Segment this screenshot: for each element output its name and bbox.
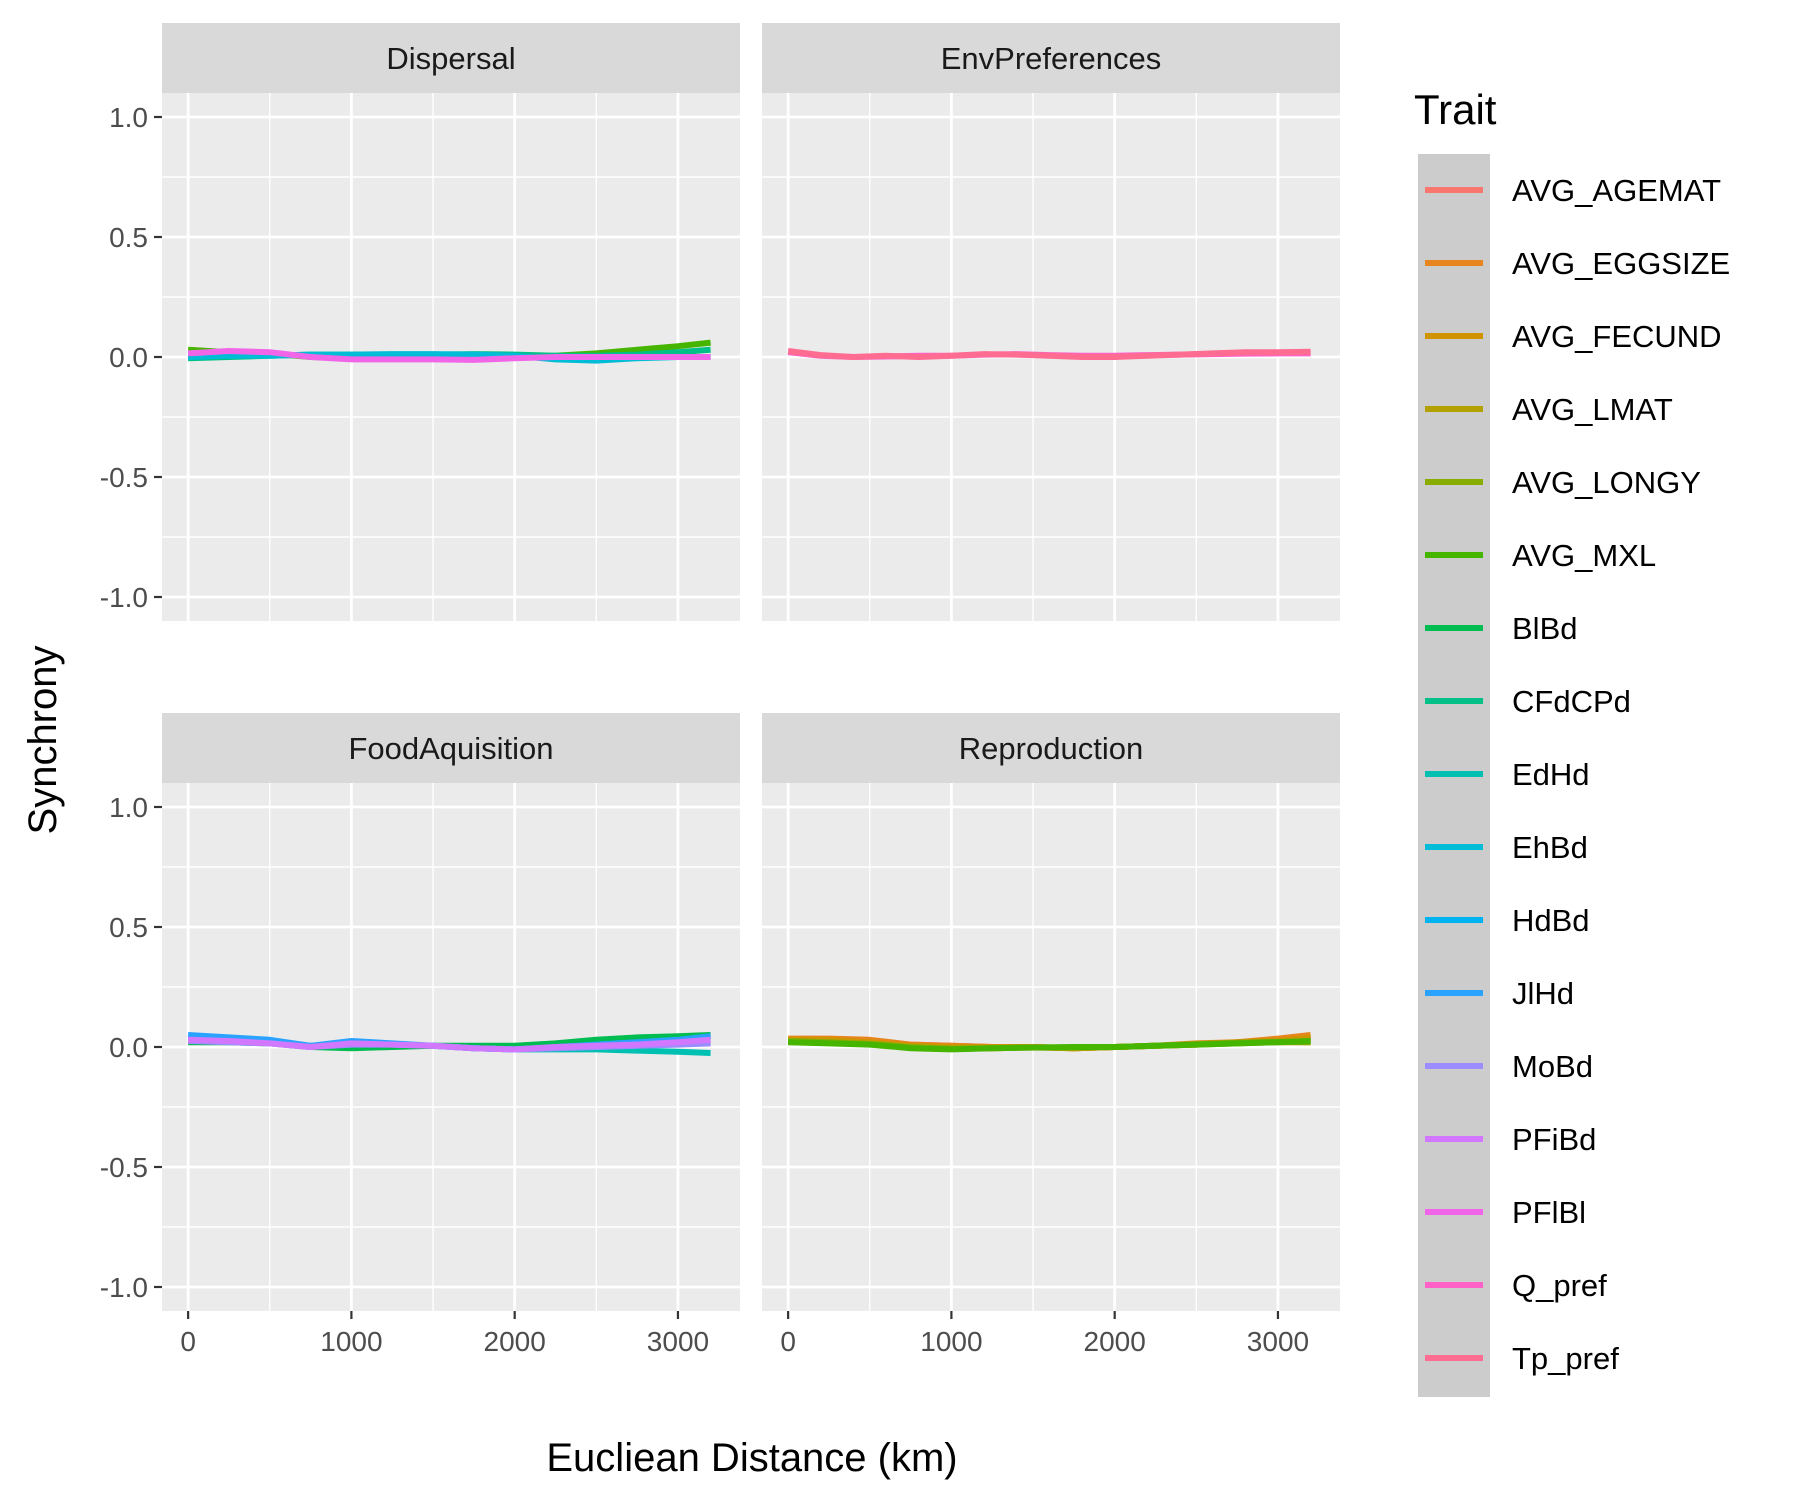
legend-entry-label: AVG_LONGY (1512, 465, 1701, 500)
facet-strip-label: Dispersal (386, 41, 515, 76)
facet-strip (762, 713, 1340, 783)
y-tick-label: 0.5 (109, 912, 148, 943)
panel-envpreferences: EnvPreferences (762, 23, 1340, 621)
x-tick-label: 1000 (320, 1326, 382, 1357)
legend: Trait AVG_AGEMAT AVG_EGGSIZE AVG_FECUND AVG… (1414, 86, 1730, 1397)
legend-entry-label: HdBd (1512, 903, 1590, 938)
x-tick-label: 3000 (1247, 1326, 1309, 1357)
legend-entry-label: AVG_EGGSIZE (1512, 246, 1730, 281)
legend-entry-label: EdHd (1512, 757, 1590, 792)
legend-entry-label: CFdCPd (1512, 684, 1631, 719)
x-tick-label: 0 (180, 1326, 196, 1357)
facet-strip-label: Reproduction (959, 731, 1143, 766)
y-tick-label: -0.5 (100, 462, 148, 493)
x-tick-label: 0 (780, 1326, 796, 1357)
legend-entry-label: PFiBd (1512, 1122, 1596, 1157)
y-tick-label: 1.0 (109, 102, 148, 133)
x-axis-title: Eucliean Distance (km) (546, 1436, 957, 1480)
legend-entry-label: AVG_MXL (1512, 538, 1656, 573)
y-tick-label: -0.5 (100, 1152, 148, 1183)
panels-layer: Dispersal -1.0 -0.5 0.0 0.5 1.0 EnvPreferences… (100, 23, 1340, 1357)
facet-strip-label: EnvPreferences (941, 41, 1162, 76)
panel-dispersal: Dispersal -1.0 -0.5 0.0 0.5 1.0 (100, 23, 740, 621)
y-tick-label: 0.0 (109, 1032, 148, 1063)
legend-entry-label: BlBd (1512, 611, 1577, 646)
x-tick-label: 2000 (484, 1326, 546, 1357)
x-tick-label: 2000 (1084, 1326, 1146, 1357)
legend-entry-label: AVG_FECUND (1512, 319, 1722, 354)
legend-entry-label: AVG_AGEMAT (1512, 173, 1721, 208)
series-line-pflbl (187, 348, 711, 363)
y-tick-label: -1.0 (100, 582, 148, 613)
legend-title: Trait (1414, 86, 1497, 133)
facet-strip-label: FoodAquisition (348, 731, 553, 766)
legend-entry-label: JlHd (1512, 976, 1574, 1011)
y-tick-label: 0.0 (109, 342, 148, 373)
legend-entry-label: Tp_pref (1512, 1341, 1619, 1376)
x-tick-label: 3000 (647, 1326, 709, 1357)
panel-reproduction: Reproduction 0 1000 2000 3000 (762, 713, 1340, 1357)
legend-entry-label: MoBd (1512, 1049, 1593, 1084)
series-line-avg-mxl (788, 1038, 1311, 1053)
y-axis-title: Synchrony (21, 646, 65, 835)
facet-strip (162, 23, 740, 93)
legend-entry-label: EhBd (1512, 830, 1588, 865)
legend-entry-label: Q_pref (1512, 1268, 1607, 1303)
legend-entry-label: AVG_LMAT (1512, 392, 1673, 427)
legend-entry-label: PFlBl (1512, 1195, 1586, 1230)
y-tick-label: 1.0 (109, 792, 148, 823)
facet-strip (762, 23, 1340, 93)
series-line-tp-pref (787, 348, 1311, 360)
y-tick-label: 0.5 (109, 222, 148, 253)
facet-strip (162, 713, 740, 783)
series-line-pfibd (188, 1036, 711, 1053)
y-tick-label: -1.0 (100, 1272, 148, 1303)
x-tick-label: 1000 (920, 1326, 982, 1357)
panel-foodaquisition: FoodAquisition -1.0 -0.5 0.0 0.5 1.0 0 1000 2000… (100, 713, 740, 1357)
